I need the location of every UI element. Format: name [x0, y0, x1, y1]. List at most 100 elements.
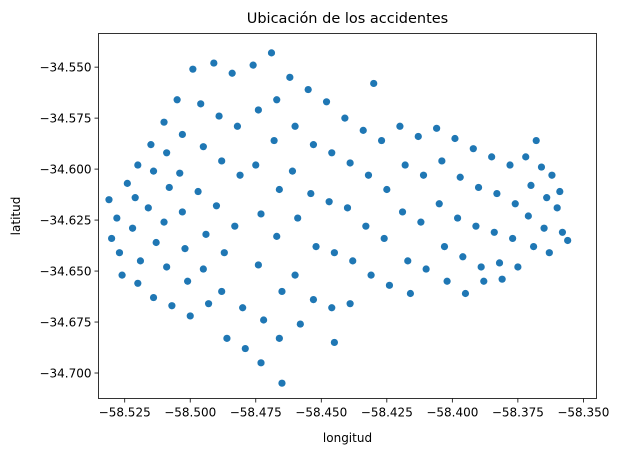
data-point: [215, 112, 223, 120]
data-point: [527, 181, 535, 190]
data-point: [199, 143, 207, 151]
data-point: [134, 279, 142, 287]
data-point: [404, 257, 412, 265]
data-point: [134, 161, 142, 169]
data-point: [165, 183, 173, 192]
data-point: [233, 122, 242, 130]
data-point: [488, 153, 496, 161]
data-point: [514, 263, 522, 271]
data-point: [307, 189, 315, 198]
data-point: [254, 106, 262, 114]
data-point: [564, 236, 572, 245]
data-point: [275, 185, 283, 194]
data-point: [322, 98, 331, 106]
data-point: [380, 234, 388, 243]
data-point: [189, 65, 197, 73]
data-point: [509, 234, 517, 243]
data-point: [108, 234, 116, 243]
data-point: [480, 277, 488, 285]
data-point: [556, 187, 564, 196]
data-point: [498, 275, 506, 283]
data-point: [461, 289, 470, 298]
plot-frame: [98, 33, 597, 399]
data-point: [451, 134, 459, 143]
data-point: [223, 334, 231, 342]
data-point: [278, 287, 286, 296]
data-point: [249, 61, 257, 69]
data-point: [194, 187, 202, 196]
data-point: [367, 271, 375, 279]
data-point: [144, 204, 152, 212]
data-point: [543, 194, 551, 202]
data-point: [522, 153, 530, 161]
data-point: [558, 228, 567, 236]
data-point: [524, 212, 532, 220]
x-tick-label: −58.425: [361, 406, 413, 420]
data-point: [210, 59, 218, 67]
data-point: [254, 261, 262, 269]
data-point: [202, 230, 210, 238]
data-point: [273, 232, 281, 240]
data-point: [118, 271, 126, 279]
data-point: [131, 194, 139, 202]
data-point: [456, 173, 464, 181]
data-point: [113, 214, 121, 222]
data-point: [440, 242, 449, 251]
data-point: [173, 96, 181, 104]
x-axis-label: longitud: [323, 431, 372, 445]
data-point: [453, 214, 462, 222]
y-tick-label: −34.700: [39, 366, 91, 380]
data-point: [346, 159, 354, 167]
data-point: [377, 136, 386, 145]
data-point: [160, 118, 168, 126]
data-point: [288, 167, 297, 175]
data-point: [359, 126, 367, 134]
data-point: [128, 224, 137, 232]
data-point: [218, 287, 226, 296]
data-point: [199, 265, 207, 273]
data-point: [406, 289, 415, 298]
data-point: [147, 141, 155, 149]
data-point: [362, 222, 370, 230]
data-point: [506, 161, 514, 169]
data-point: [228, 69, 236, 77]
data-point: [241, 344, 249, 353]
y-axis-label: latitud: [9, 197, 23, 236]
data-point: [459, 253, 467, 261]
y-axis-ticks: −34.550 −34.575 −34.600 −34.625 −34.650 −34.6…: [39, 60, 99, 380]
data-point: [328, 304, 336, 312]
data-point: [186, 312, 194, 320]
y-tick-label: −34.550: [39, 60, 91, 74]
y-tick-label: −34.600: [39, 162, 91, 176]
data-point: [204, 300, 213, 308]
data-point: [414, 132, 422, 141]
data-point: [540, 224, 548, 232]
data-point: [218, 157, 226, 165]
data-point: [178, 208, 186, 216]
data-point: [474, 183, 483, 192]
data-point: [433, 124, 441, 132]
data-point: [537, 163, 546, 171]
data-point: [220, 249, 228, 257]
x-tick-label: −58.375: [492, 406, 544, 420]
data-point: [370, 79, 378, 88]
data-point: [160, 218, 168, 226]
data-point: [328, 149, 336, 157]
data-point: [419, 171, 428, 179]
data-point: [330, 338, 338, 347]
data-point: [260, 316, 268, 324]
y-tick-label: −34.575: [39, 111, 91, 125]
data-point: [257, 210, 265, 218]
data-point: [257, 359, 265, 367]
data-point: [123, 179, 131, 187]
data-point: [309, 141, 318, 149]
y-tick-label: −34.625: [39, 213, 91, 227]
data-point: [396, 122, 404, 130]
data-point: [417, 218, 425, 226]
data-point: [163, 263, 171, 271]
data-point: [385, 281, 394, 289]
x-axis-ticks: −58.525 −58.500 −58.475 −58.450 −58.425 −58.4…: [99, 398, 609, 420]
data-point: [149, 293, 158, 302]
data-point: [212, 202, 221, 210]
